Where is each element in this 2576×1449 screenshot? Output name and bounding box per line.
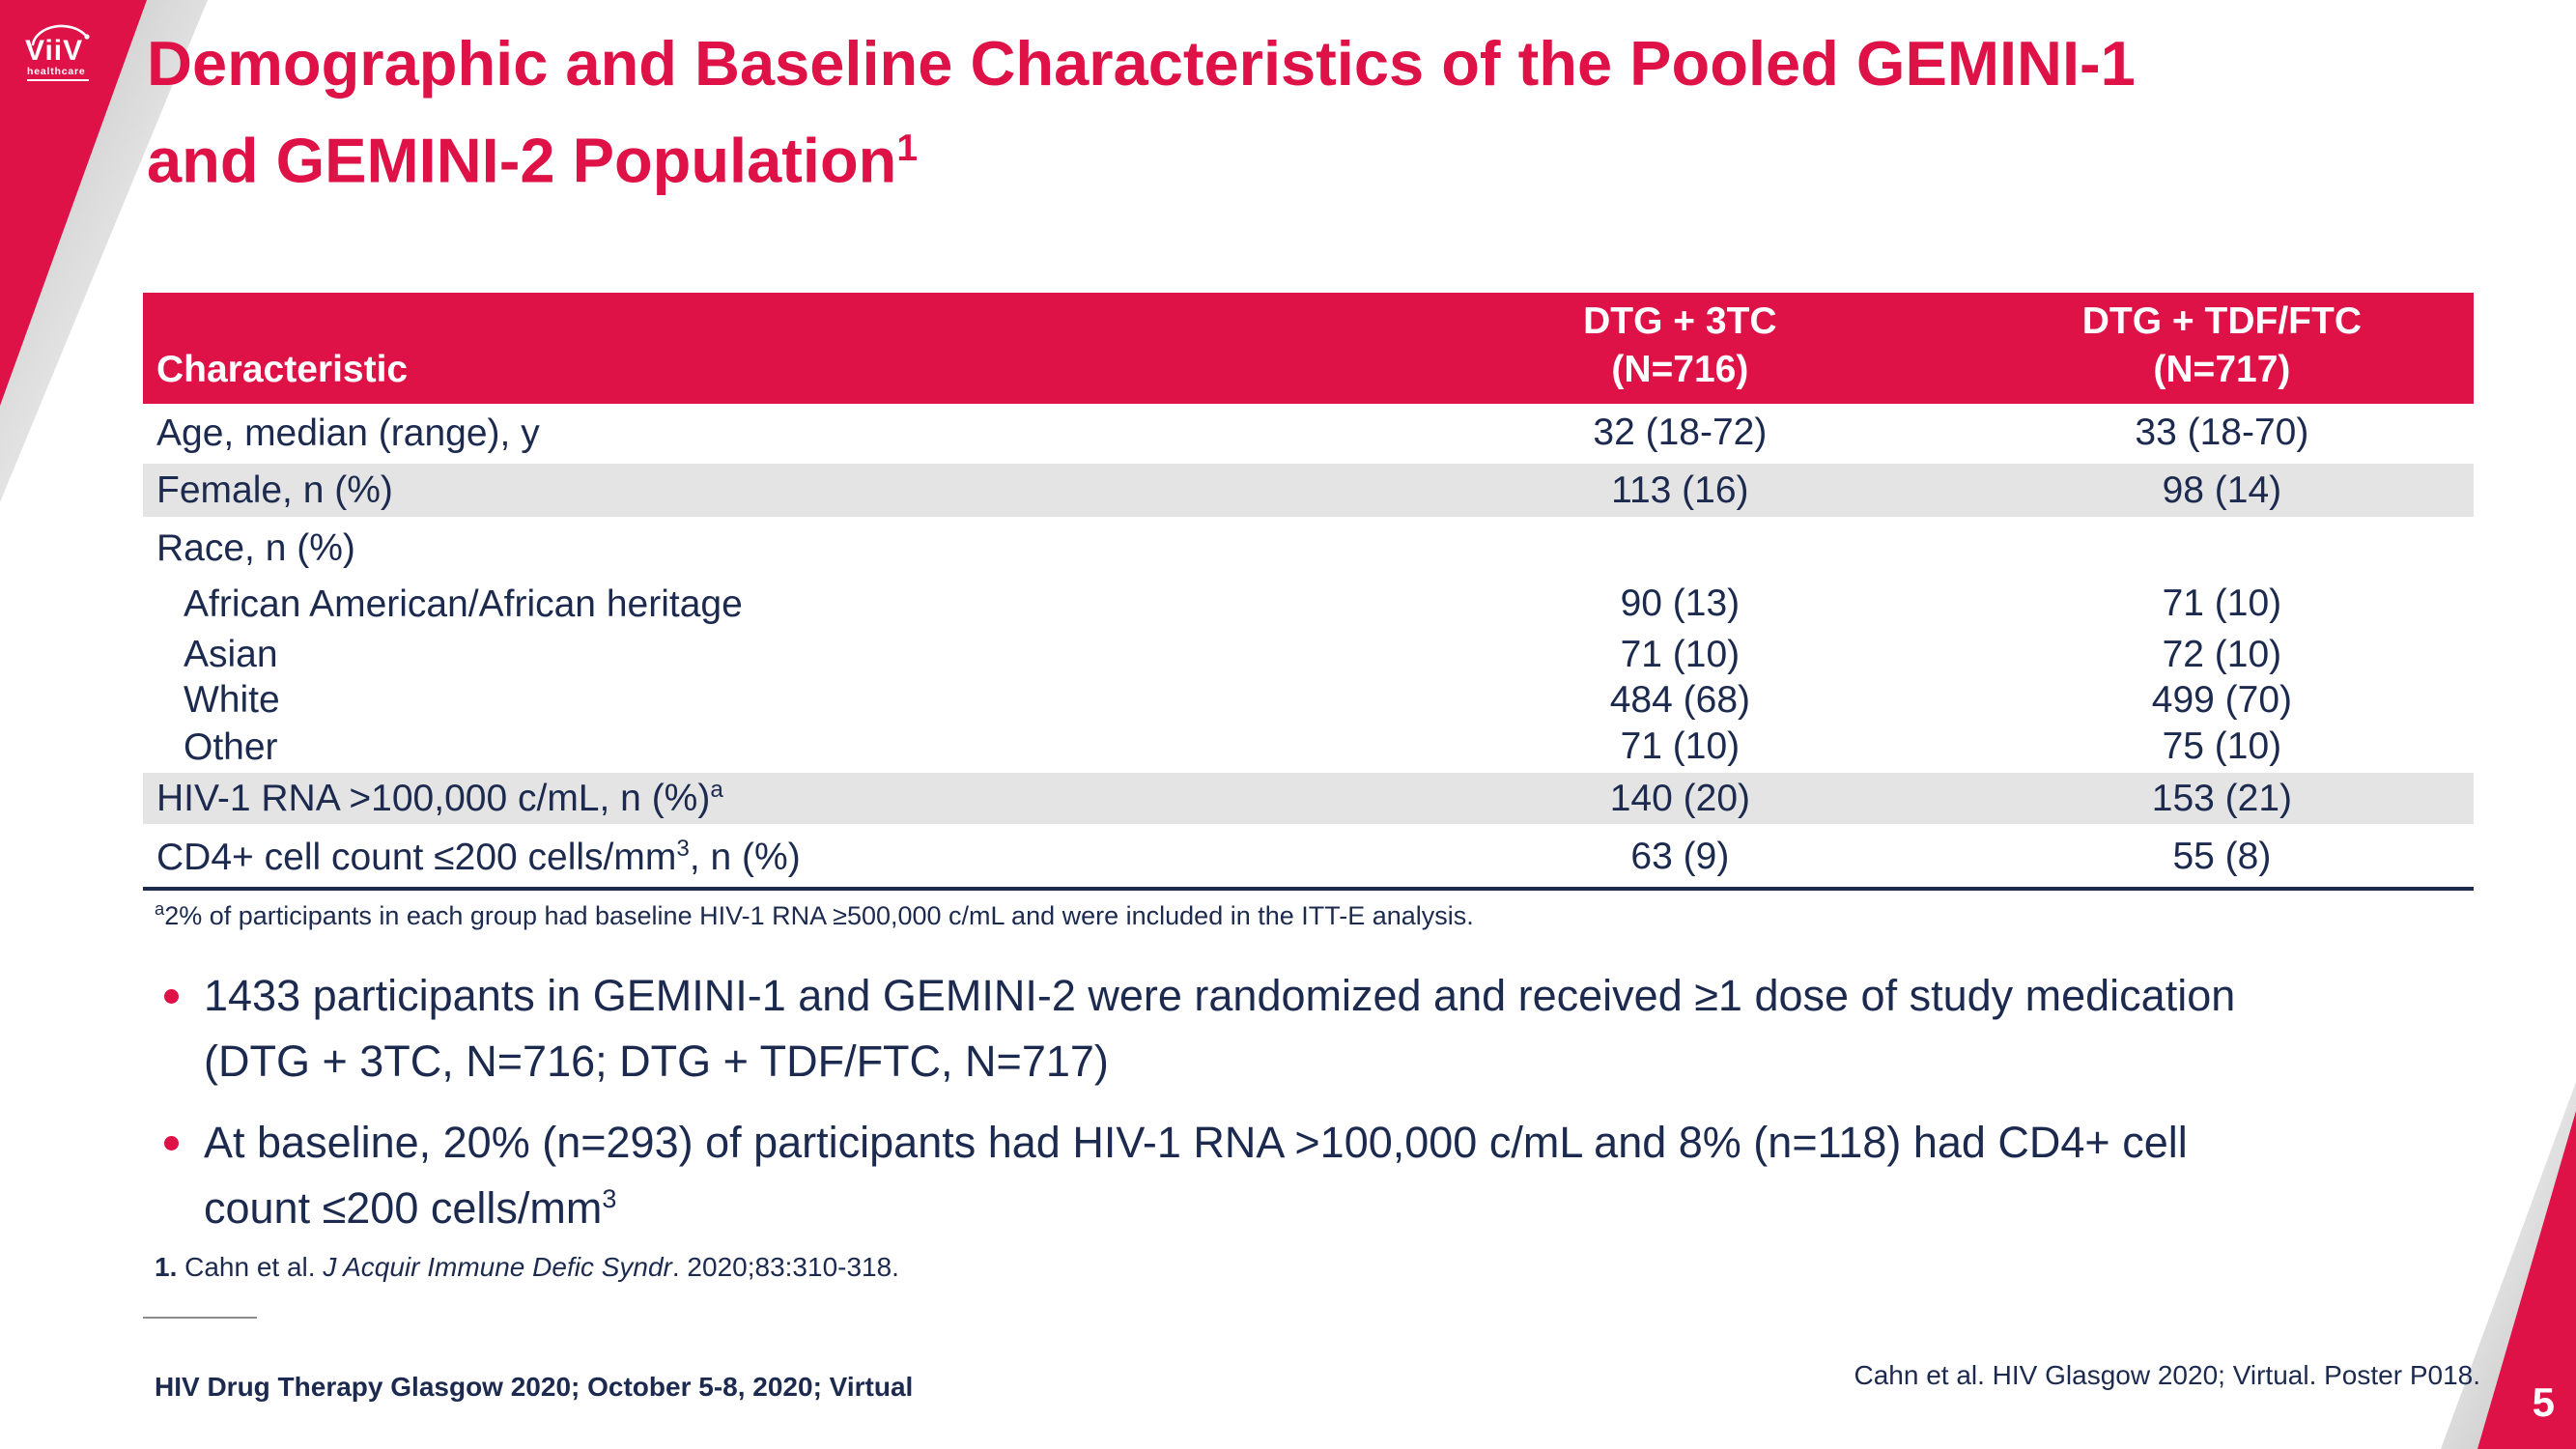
header-characteristic-label: Characteristic	[156, 349, 409, 390]
logo-underline	[27, 79, 89, 81]
bullet-dot-icon	[164, 989, 179, 1004]
header-dtg-tdf-ftc: DTG + TDF/FTC (N=717)	[1970, 293, 2474, 404]
bullet-line2-text: (DTG + 3TC, N=716; DTG + TDF/FTC, N=717)	[204, 1037, 1109, 1086]
page-number: 5	[2532, 1379, 2555, 1425]
bullet-item: At baseline, 20% (n=293) of participants…	[156, 1115, 2475, 1236]
row-label-text: Other	[184, 725, 278, 768]
row-label-text: Race, n (%)	[156, 526, 355, 569]
row-value-dtg-tdf-ftc: 75 (10)	[2162, 725, 2282, 767]
bullet-dot-icon	[164, 1136, 179, 1151]
header-dtg-3tc-name: DTG + 3TC	[1583, 300, 1777, 342]
row-value-dtg-tdf-ftc: 33 (18-70)	[2135, 412, 2309, 453]
row-label: CD4+ cell count ≤200 cells/mm3, n (%)	[143, 836, 1390, 879]
table-row: White 484 (68) 499 (70)	[143, 677, 2474, 723]
table-header-row: Characteristic DTG + 3TC (N=716) DTG + T…	[143, 293, 2474, 404]
bullet-list: 1433 participants in GEMINI-1 and GEMINI…	[156, 968, 2475, 1262]
table-row: African American/African heritage 90 (13…	[143, 576, 2474, 632]
row-label-text: African American/African heritage	[184, 582, 743, 625]
row-label-text: CD4+ cell count ≤200 cells/mm	[156, 836, 677, 878]
table-footnote: a2% of participants in each group had ba…	[155, 898, 1474, 931]
table-row: Asian 71 (10) 72 (10)	[143, 632, 2474, 677]
reference-number: 1.	[155, 1252, 178, 1282]
slide-title: Demographic and Baseline Characteristics…	[147, 21, 2136, 204]
row-label: Race, n (%)	[143, 526, 1390, 570]
title-reference-superscript: 1	[896, 128, 919, 169]
table-row: Age, median (range), y 32 (18-72) 33 (18…	[143, 404, 2474, 462]
table-row: Race, n (%)	[143, 520, 2474, 576]
row-value-dtg-3tc: 90 (13)	[1620, 582, 1741, 624]
footnote-text: 2% of participants in each group had bas…	[164, 901, 1474, 930]
row-label-post: , n (%)	[689, 836, 801, 878]
row-value-dtg-3tc: 140 (20)	[1609, 777, 1750, 819]
table-row: Female, n (%) 113 (16) 98 (14)	[143, 462, 2474, 520]
row-label: Age, median (range), y	[143, 412, 1390, 455]
row-label-text: Female, n (%)	[156, 469, 393, 511]
footer-divider-line	[143, 1317, 257, 1319]
row-value-dtg-3tc: 71 (10)	[1620, 633, 1741, 675]
slide-title-line2-text: and GEMINI-2 Population	[147, 125, 897, 196]
logo-arc-icon	[31, 24, 90, 46]
row-value-dtg-tdf-ftc: 499 (70)	[2151, 678, 2293, 721]
header-characteristic: Characteristic	[143, 293, 1390, 404]
row-label: HIV-1 RNA >100,000 c/mL, n (%)a	[143, 777, 1390, 820]
viiv-logo: ViiV healthcare	[21, 21, 102, 87]
row-value-dtg-3tc: 32 (18-72)	[1593, 412, 1768, 453]
reference-details: . 2020;83:310-318.	[671, 1252, 899, 1282]
slide-title-line1: Demographic and Baseline Characteristics…	[147, 28, 2136, 99]
table-row: Other 71 (10) 75 (10)	[143, 723, 2474, 771]
bullet-text: At baseline, 20% (n=293) of participants…	[204, 1115, 2188, 1236]
table-row: HIV-1 RNA >100,000 c/mL, n (%)a 140 (20)…	[143, 771, 2474, 827]
row-value-dtg-3tc: 113 (16)	[1611, 469, 1749, 511]
baseline-characteristics-table: Characteristic DTG + 3TC (N=716) DTG + T…	[143, 293, 2474, 891]
reference-journal: J Acquir Immune Defic Syndr	[323, 1252, 672, 1282]
row-label: Asian	[143, 633, 1390, 676]
bullet-line1: 1433 participants in GEMINI-1 and GEMINI…	[204, 971, 2236, 1020]
footnote-superscript: a	[155, 898, 165, 919]
row-label-text: Asian	[184, 634, 278, 675]
row-value-dtg-tdf-ftc: 98 (14)	[2162, 469, 2282, 511]
header-dtg-3tc: DTG + 3TC (N=716)	[1390, 293, 1970, 404]
row-value-dtg-tdf-ftc: 71 (10)	[2162, 582, 2282, 624]
row-label-sup: 3	[676, 835, 690, 862]
reference-citation: 1. Cahn et al. J Acquir Immune Defic Syn…	[155, 1252, 899, 1283]
bullet-item: 1433 participants in GEMINI-1 and GEMINI…	[156, 968, 2475, 1090]
row-value-dtg-3tc: 71 (10)	[1620, 725, 1741, 767]
footer-citation: Cahn et al. HIV Glasgow 2020; Virtual. P…	[1854, 1360, 2480, 1390]
footer-conference: HIV Drug Therapy Glasgow 2020; October 5…	[155, 1372, 914, 1402]
header-dtg-tdf-ftc-name: DTG + TDF/FTC	[2081, 300, 2362, 342]
bullet-line2: count ≤200 cells/mm3	[204, 1171, 2188, 1236]
row-value-dtg-tdf-ftc: 72 (10)	[2162, 633, 2282, 675]
row-label: African American/African heritage	[143, 582, 1390, 626]
bullet-line2-sup: 3	[602, 1184, 617, 1213]
bullet-text: 1433 participants in GEMINI-1 and GEMINI…	[204, 968, 2235, 1090]
row-value-dtg-tdf-ftc: 55 (8)	[2172, 836, 2272, 877]
row-label: Other	[143, 725, 1390, 769]
bullet-line1: At baseline, 20% (n=293) of participants…	[204, 1118, 2188, 1167]
bullet-line2-text: count ≤200 cells/mm	[204, 1183, 603, 1233]
row-value-dtg-3tc: 484 (68)	[1609, 678, 1750, 721]
row-label-text: Age, median (range), y	[156, 412, 540, 454]
bullet-line2: (DTG + 3TC, N=716; DTG + TDF/FTC, N=717)	[204, 1024, 2235, 1090]
slide-title-line2: and GEMINI-2 Population1	[147, 106, 2136, 204]
row-value-dtg-3tc: 63 (9)	[1630, 836, 1730, 877]
row-label-text: White	[184, 679, 280, 721]
row-label-sup: a	[710, 777, 723, 803]
row-value-dtg-tdf-ftc: 153 (21)	[2151, 777, 2293, 819]
row-label: White	[143, 678, 1390, 722]
row-label: Female, n (%)	[143, 469, 1390, 512]
header-dtg-3tc-n: (N=716)	[1611, 349, 1749, 390]
table-row: CD4+ cell count ≤200 cells/mm3, n (%) 63…	[143, 827, 2474, 887]
header-dtg-tdf-ftc-n: (N=717)	[2153, 349, 2291, 390]
row-label-text: HIV-1 RNA >100,000 c/mL, n (%)	[156, 778, 711, 819]
reference-authors: Cahn et al.	[177, 1252, 324, 1282]
logo-sub-text: healthcare	[27, 66, 86, 77]
logo-brand-text: ViiV	[25, 35, 84, 67]
